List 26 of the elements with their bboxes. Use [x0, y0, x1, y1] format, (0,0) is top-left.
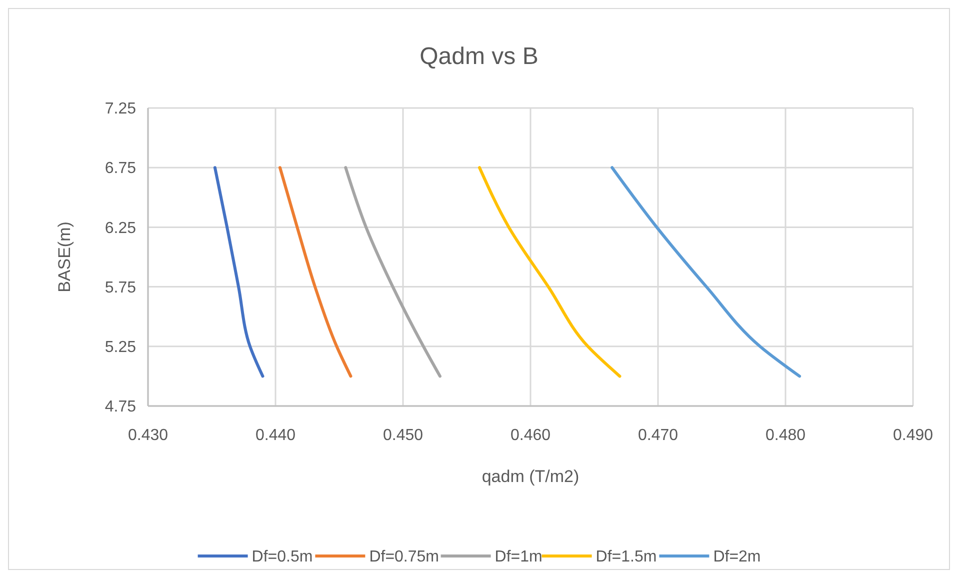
- y-tick-label: 6.25: [104, 220, 136, 237]
- chart-title: Qadm vs B: [420, 43, 538, 70]
- x-tick-label: 0.470: [638, 427, 678, 444]
- x-tick-label: 0.460: [510, 427, 551, 444]
- y-tick-label: 7.25: [104, 100, 136, 118]
- y-tick-label: 6.75: [104, 160, 136, 178]
- y-axis-title: BASE(m): [55, 222, 74, 292]
- x-tick-label: 0.490: [892, 427, 934, 444]
- y-tick-label: 5.25: [104, 339, 136, 356]
- legend-label: Df=0.5m: [252, 548, 313, 566]
- y-tick-label: 5.75: [104, 279, 136, 296]
- x-tick-label: 0.440: [255, 427, 296, 444]
- legend-label: Df=1.5m: [596, 548, 657, 566]
- line-series: [344, 166, 442, 378]
- line-series: [278, 166, 352, 378]
- line-series: [478, 166, 622, 378]
- legend-label: Df=2m: [713, 548, 761, 566]
- x-tick-label: 0.480: [765, 427, 806, 444]
- legend-label: Df=1m: [494, 548, 542, 566]
- legend-label: Df=0.75m: [369, 548, 440, 566]
- line-series: [213, 166, 264, 378]
- y-tick-label: 4.75: [104, 398, 136, 416]
- line-series: [610, 166, 802, 378]
- x-tick-label: 0.430: [128, 427, 168, 444]
- x-axis-title: qadm (T/m2): [482, 467, 580, 486]
- x-tick-label: 0.450: [382, 427, 424, 444]
